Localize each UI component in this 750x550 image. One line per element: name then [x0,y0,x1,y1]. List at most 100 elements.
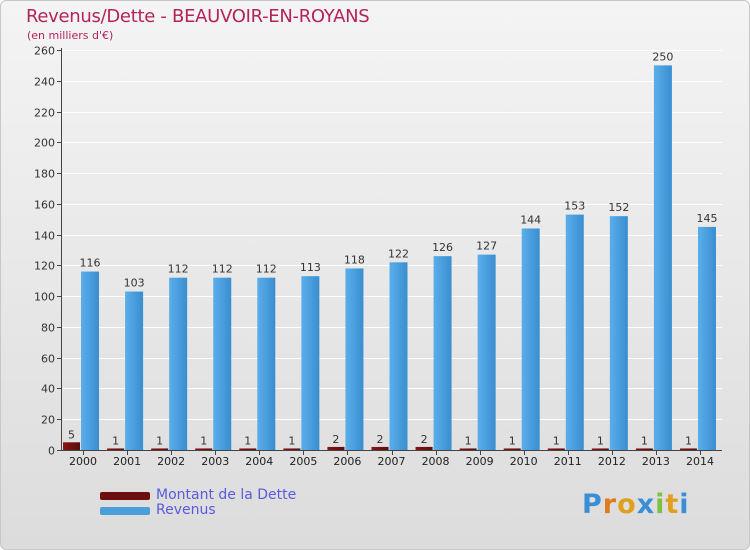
bar-debt [415,446,433,450]
y-tick-label: 80 [41,322,55,335]
bar-revenus [653,65,672,450]
logo-letter: i [655,489,666,520]
bar-debt [635,448,653,450]
data-label-debt: 1 [112,434,119,447]
logo-letter: o [617,489,637,520]
data-label-revenus: 152 [608,201,629,214]
data-label-revenus: 112 [212,263,233,276]
bar-debt [195,448,213,450]
x-tick-label: 2008 [422,455,450,468]
y-tick-label: 200 [34,137,55,150]
legend-label-debt: Montant de la Dette [156,487,297,503]
data-label-debt: 1 [465,434,472,447]
y-tick-label: 160 [34,199,55,212]
bar-revenus [257,277,276,450]
x-tick-label: 2002 [157,455,185,468]
data-label-revenus: 103 [124,277,145,290]
x-tick-label: 2007 [378,455,406,468]
proxiti-logo: Proxiti [582,489,690,520]
data-label-revenus: 112 [168,263,189,276]
data-label-debt: 1 [597,434,604,447]
bar-revenus [697,226,716,450]
x-tick-label: 2013 [642,455,670,468]
chart-subtitle: (en milliers d'€) [27,29,114,42]
bar-revenus [477,254,496,450]
data-label-debt: 1 [553,434,560,447]
data-label-debt: 1 [685,434,692,447]
bar-revenus [345,268,364,450]
data-label-revenus: 145 [696,212,717,225]
data-label-revenus: 153 [564,200,585,213]
x-tick-label: 2014 [686,455,714,468]
bar-revenus [301,276,320,450]
bar-revenus [521,228,540,450]
logo-letter: x [636,489,656,520]
legend-swatch-revenus [100,507,150,515]
x-tick-label: 2005 [289,455,317,468]
data-label-debt: 1 [288,434,295,447]
bar-debt [283,448,301,450]
x-tick-label: 2011 [554,455,582,468]
data-label-revenus: 126 [432,241,453,254]
y-tick-label: 260 [34,45,55,58]
logo-letter: P [582,489,603,520]
data-label-revenus: 250 [652,50,673,63]
x-tick-label: 2003 [201,455,229,468]
data-label-debt: 5 [68,428,75,441]
logo-letter: r [602,489,618,520]
data-label-debt: 2 [332,433,339,446]
bar-revenus [389,262,408,450]
bar-revenus [433,256,452,450]
data-label-revenus: 112 [256,263,277,276]
x-tick-label: 2000 [69,455,97,468]
bar-revenus [81,271,100,450]
logo-letter: t [665,489,680,520]
logo-letter: i [679,489,690,520]
y-tick-label: 220 [34,107,55,120]
y-tick-label: 140 [34,230,55,243]
x-tick-label: 2001 [113,455,141,468]
bar-debt [371,446,389,450]
y-tick-label: 20 [41,414,55,427]
legend-swatch-debt [100,492,150,500]
x-tick-label: 2010 [510,455,538,468]
y-tick-label: 0 [48,445,55,458]
bar-debt [63,442,81,450]
bar-revenus [125,291,144,450]
bar-debt [591,448,609,450]
x-tick-label: 2004 [245,455,273,468]
data-label-revenus: 113 [300,261,321,274]
data-label-debt: 1 [509,434,516,447]
bar-debt [107,448,125,450]
data-label-debt: 2 [377,433,384,446]
y-tick-label: 100 [34,291,55,304]
y-tick-label: 180 [34,168,55,181]
bar-revenus [609,216,628,450]
y-tick-label: 40 [41,383,55,396]
data-label-revenus: 144 [520,213,541,226]
bar-debt [459,448,477,450]
bar-revenus [213,277,232,450]
x-tick-label: 2012 [598,455,626,468]
data-label-revenus: 116 [80,257,101,270]
y-tick-label: 60 [41,353,55,366]
bar-debt [679,448,697,450]
data-label-debt: 1 [641,434,648,447]
data-label-revenus: 127 [476,240,497,253]
data-label-debt: 1 [156,434,163,447]
data-label-revenus: 118 [344,253,365,266]
bar-debt [151,448,169,450]
x-tick-label: 2009 [466,455,494,468]
y-tick-label: 120 [34,260,55,273]
chart-title: Revenus/Dette - BEAUVOIR-EN-ROYANS [26,6,370,27]
data-label-revenus: 122 [388,247,409,260]
data-label-debt: 1 [244,434,251,447]
data-label-debt: 2 [421,433,428,446]
bar-debt [327,446,345,450]
legend-label-revenus: Revenus [156,502,216,518]
bar-debt [503,448,521,450]
bar-debt [239,448,257,450]
bar-revenus [565,214,584,450]
x-tick-label: 2006 [333,455,361,468]
